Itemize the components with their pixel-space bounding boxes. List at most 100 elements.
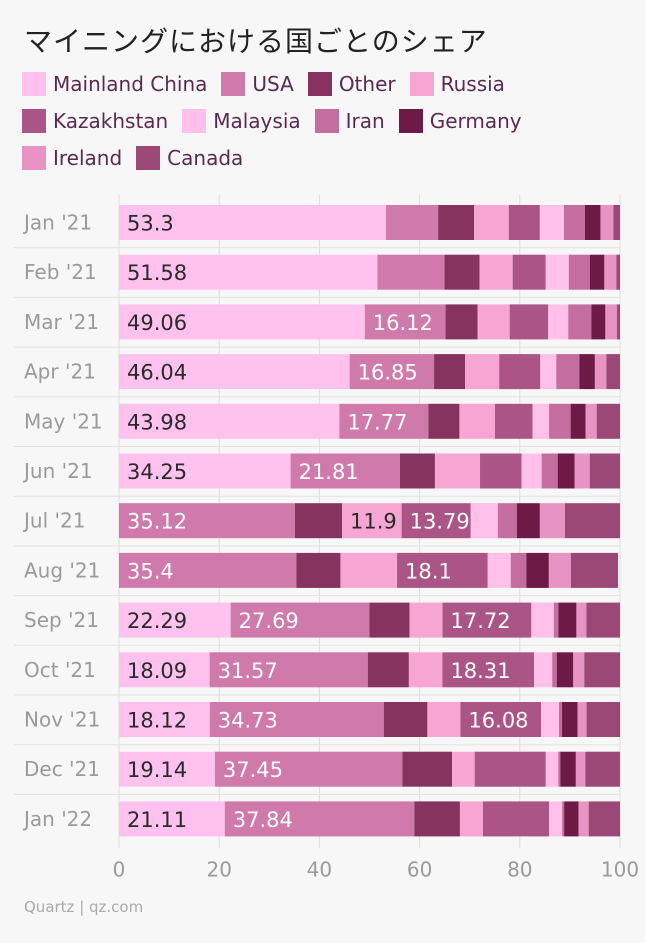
bar-segment-canada [616, 254, 620, 290]
bar-segment-malaysia [545, 751, 559, 787]
bar-segment-other [438, 205, 475, 240]
x-tick-label: 0 [113, 857, 126, 881]
bar-segment-germany [558, 602, 577, 638]
bar-segment-canada [589, 453, 620, 489]
bar-segment-russia [477, 304, 510, 340]
data-label: 35.4 [127, 559, 174, 583]
bar-segment-ireland [575, 751, 586, 787]
bar-segment-russia [465, 354, 500, 390]
bar-segment-malaysia [540, 354, 557, 390]
bar-segment-canada [564, 503, 620, 539]
bar-segment-russia [459, 403, 496, 439]
legend-item-germany: Germany [398, 107, 522, 135]
x-tick-label: 80 [507, 857, 532, 881]
bar-segment-other [444, 254, 480, 290]
bar-segment-other [428, 403, 460, 439]
bar-segment-usa [209, 702, 384, 737]
data-label: 21.81 [299, 460, 359, 484]
bar-segment-other [445, 304, 478, 340]
bar-segment-canada [596, 403, 620, 439]
legend-item-malaysia: Malaysia [182, 107, 301, 135]
chart-title: マイニングにおける国ごとのシェア [24, 25, 488, 58]
legend: Mainland China USA Other Russia Kazakhstan Ma… [22, 70, 622, 172]
bar-segment-ireland [594, 354, 607, 390]
bar-segment-other [399, 453, 435, 489]
bar-segment-canada [586, 702, 621, 737]
bar-segment-mainland-china [119, 751, 215, 787]
category-label: Mar '21 [24, 310, 99, 334]
data-label: 37.45 [223, 758, 283, 782]
bar-segment-ireland [604, 254, 617, 290]
bar-segment-germany [557, 453, 575, 489]
bar-segment-ireland [574, 453, 590, 489]
bar-segment-russia [452, 751, 475, 787]
bar-segment-germany [584, 205, 601, 240]
bar-segment-russia [340, 552, 398, 588]
data-label: 17.72 [451, 609, 511, 633]
bar-segment-germany [526, 552, 549, 588]
data-label: 46.04 [127, 361, 187, 385]
category-label: Jan '21 [22, 211, 92, 235]
bar-segment-usa [214, 751, 403, 787]
bar-segment-other [414, 801, 460, 837]
data-label: 34.73 [218, 709, 278, 733]
legend-item-other: Other [307, 70, 396, 98]
bar-segment-iran [510, 552, 527, 588]
bar-segment-usa [290, 453, 400, 489]
category-label: Jul '21 [22, 509, 85, 533]
bar-segment-malaysia [540, 702, 560, 737]
x-tick-label: 40 [307, 857, 332, 881]
bar-segment-mainland-china [119, 453, 291, 489]
bar-segment-mainland-china [119, 403, 340, 439]
bar-segment-kazakhstan [442, 602, 532, 638]
legend-swatch [136, 146, 161, 170]
legend-item-usa: USA [221, 70, 294, 98]
bar-segment-other [434, 354, 466, 390]
bar-segment-russia [408, 652, 443, 688]
bar-segment-malaysia [470, 503, 498, 539]
category-label: May '21 [24, 409, 103, 433]
bar-segment-ireland [548, 552, 571, 588]
bar-segment-iran [562, 801, 565, 837]
data-label: 11.9 [350, 510, 397, 534]
bar-segment-kazakhstan [508, 205, 540, 240]
bar-segment-ireland [600, 205, 614, 240]
bar-segment-kazakhstan [442, 652, 535, 688]
bar-segment-malaysia [532, 403, 550, 439]
data-label: 34.25 [127, 460, 187, 484]
legend-swatch [221, 72, 246, 96]
data-label: 13.79 [410, 510, 470, 534]
legend-item-russia: Russia [409, 70, 505, 98]
bar-segment-kazakhstan [480, 453, 522, 489]
bar-segment-mainland-china [119, 702, 210, 737]
bar-segment-canada [585, 751, 620, 787]
bar-segment-kazakhstan [397, 552, 488, 588]
data-label: 22.29 [127, 609, 187, 633]
bar-segment-kazakhstan [460, 702, 541, 737]
data-label: 21.11 [127, 808, 187, 832]
data-label: 17.77 [347, 410, 407, 434]
bar-segment-other [402, 751, 453, 787]
bar-segment-other [296, 552, 341, 588]
bar-segment-kazakhstan [499, 354, 541, 390]
bar-segment-usa [209, 652, 368, 688]
bar-segment-usa [386, 205, 439, 240]
bar-segment-kazakhstan [495, 403, 533, 439]
data-label: 19.14 [127, 758, 187, 782]
data-label: 27.69 [239, 609, 299, 633]
bar-segment-ireland [577, 702, 587, 737]
category-label: Aug '21 [24, 558, 100, 582]
legend-label: Malaysia [213, 109, 301, 133]
bar-segment-malaysia [531, 602, 554, 638]
bar-segment-canada [613, 205, 620, 240]
data-label: 37.84 [233, 808, 293, 832]
bar-segment-iran [553, 602, 559, 638]
bar-segment-canada [584, 652, 620, 688]
bar-segment-canada [616, 304, 620, 340]
bar-segment-other [367, 652, 409, 688]
bar-segment-iran [552, 652, 557, 688]
legend-label: Mainland China [53, 72, 208, 96]
x-tick-label: 100 [601, 857, 639, 881]
legend-label: Canada [167, 146, 244, 170]
bar-segment-kazakhstan [401, 503, 471, 539]
